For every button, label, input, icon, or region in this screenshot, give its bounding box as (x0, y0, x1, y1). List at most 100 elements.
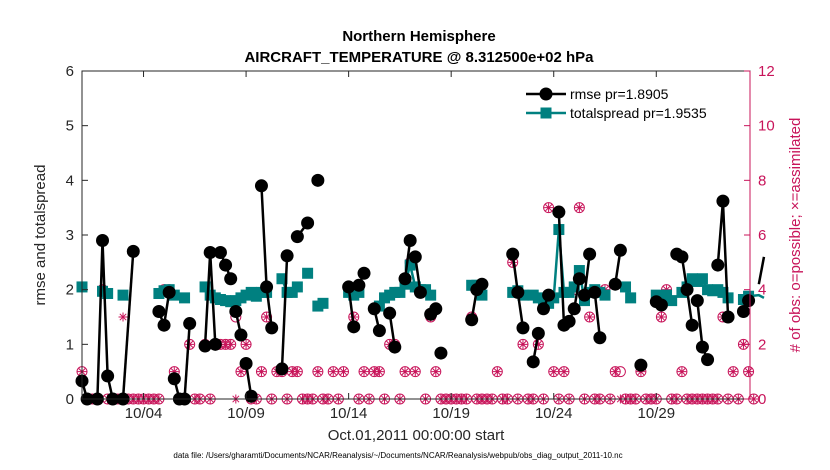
x-tick-label: 10/14 (330, 405, 368, 422)
x-tick-label: 10/04 (125, 405, 163, 422)
obs-assimilated-point (374, 367, 384, 377)
rmse-point (403, 233, 417, 247)
spread-point (179, 292, 191, 304)
obs-possible-point (240, 338, 252, 350)
rmse-point (721, 310, 735, 324)
rmse-point (685, 318, 699, 332)
rmse-point (526, 355, 540, 369)
spread-point (625, 292, 637, 304)
data-file-footnote: data file: /Users/gharamti/Documents/NCA… (173, 451, 622, 460)
obs-assimilated-point (262, 312, 272, 322)
rmse-point (290, 230, 304, 244)
plot-area (75, 113, 766, 406)
obs-assimilated-point (400, 367, 410, 377)
spread-point (666, 295, 678, 307)
rmse-point (701, 353, 715, 367)
rmse-point (716, 194, 730, 208)
spread-point (117, 289, 129, 301)
rmse-point (260, 280, 274, 294)
obs-possible-point (543, 202, 555, 214)
x-tick-label: 10/29 (638, 405, 676, 422)
y-axis-label-left: rmse and totalspread (32, 165, 49, 306)
rmse-point (434, 346, 448, 360)
legend-rmse-marker (539, 87, 553, 101)
rmse-point (213, 245, 227, 259)
rmse-line (280, 255, 289, 369)
obs-assimilated-point (410, 367, 420, 377)
rmse-line (757, 256, 766, 285)
spread-point (102, 287, 114, 299)
obs-assimilated-point (221, 339, 231, 349)
obs-assimilated-point (728, 367, 738, 377)
legend: rmse pr=1.8905 totalspread pr=1.9535 (520, 77, 744, 127)
rmse-point (383, 306, 397, 320)
legend-box (520, 77, 744, 127)
y-left-tick-label: 3 (66, 227, 74, 244)
spread-point (568, 281, 580, 293)
rmse-point (311, 173, 325, 187)
rmse-point (244, 389, 258, 403)
obs-assimilated-point (656, 312, 666, 322)
obs-assimilated-point (533, 339, 543, 349)
y-right-tick-label: 6 (758, 227, 766, 244)
legend-rmse-label: rmse pr=1.8905 (570, 86, 669, 102)
obs-assimilated-point (287, 367, 297, 377)
rmse-point (234, 328, 248, 342)
rmse-point (572, 272, 586, 286)
obs-assimilated-point (256, 367, 266, 377)
spread-point (425, 289, 437, 301)
obs-assimilated-point (744, 367, 754, 377)
rmse-point (398, 272, 412, 286)
obs-possible-point (312, 366, 324, 378)
spread-point (302, 267, 314, 279)
rmse-point (342, 280, 356, 294)
obs-assimilated-point (738, 339, 748, 349)
rmse-point (408, 250, 422, 264)
rmse-point (577, 288, 591, 302)
rmse-point (280, 249, 294, 263)
rmse-point (265, 321, 279, 335)
rmse-point (695, 340, 709, 354)
obs-possible-point (338, 366, 350, 378)
rmse-point (208, 337, 222, 351)
obs-assimilated-point (292, 367, 302, 377)
rmse-point (634, 358, 648, 372)
obs-possible-point (255, 366, 267, 378)
obs-assimilated-point (636, 367, 646, 377)
y-left-tick-label: 0 (66, 391, 74, 408)
y-left-tick-label: 1 (66, 336, 74, 353)
rmse-point (475, 277, 489, 291)
spread-point (199, 281, 211, 293)
rmse-point (593, 331, 607, 345)
y-left-tick-label: 6 (66, 63, 74, 80)
rmse-point (372, 324, 386, 338)
rmse-point (506, 247, 520, 261)
obs-assimilated-point (313, 367, 323, 377)
obs-assimilated-point (431, 367, 441, 377)
spread-point (317, 297, 329, 309)
rmse-point (711, 258, 725, 272)
rmse-line (121, 251, 135, 400)
x-tick-label: 10/09 (227, 405, 265, 422)
rmse-line (557, 211, 566, 326)
rmse-point (167, 372, 181, 386)
obs-possible-point (573, 202, 585, 214)
rmse-point (562, 314, 576, 328)
y-left-tick-label: 4 (66, 172, 74, 189)
obs-assimilated-point (559, 367, 569, 377)
rmse-point (516, 321, 530, 335)
obs-assimilated-point (492, 367, 502, 377)
rmse-point (583, 247, 597, 261)
rmse-point (219, 258, 233, 272)
obs-assimilated-point (369, 367, 379, 377)
spread-point (353, 286, 365, 298)
rmse-point (511, 285, 525, 299)
y-left-tick-label: 2 (66, 282, 74, 299)
obs-possible-point (517, 338, 529, 350)
obs-possible-point (409, 366, 421, 378)
rmse-point (126, 244, 140, 258)
obs-possible-point (655, 311, 667, 323)
rmse-point (157, 318, 171, 332)
spread-point (696, 273, 708, 285)
